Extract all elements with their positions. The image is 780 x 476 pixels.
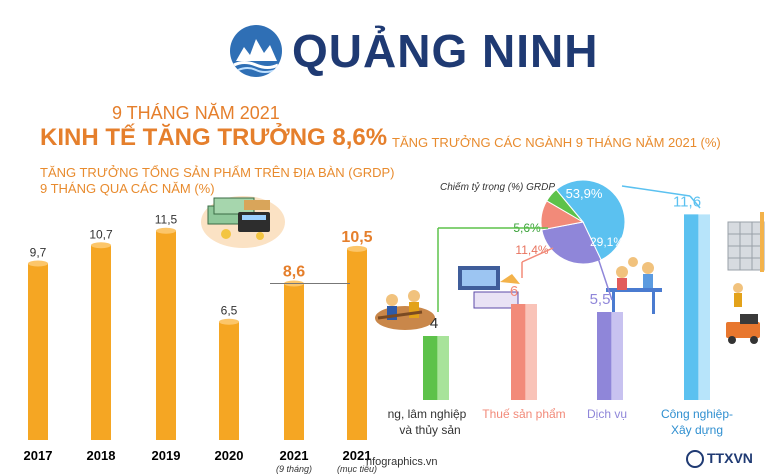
grdp-year-note: (9 tháng) xyxy=(276,464,312,474)
construction-icon xyxy=(726,212,765,344)
pie-slice xyxy=(541,221,602,265)
market-stall-icon xyxy=(458,266,520,309)
grdp-value-label: 9,7 xyxy=(30,245,47,259)
grdp-year-label: 2018 xyxy=(87,448,116,463)
grdp-bar xyxy=(284,283,304,440)
sector-value-label: 11,6 xyxy=(673,193,701,210)
sector-bar-shade xyxy=(423,336,438,400)
grdp-value-label: 10,7 xyxy=(89,227,113,241)
grdp-bar xyxy=(28,263,48,440)
grdp-title-line2: 9 THÁNG QUA CÁC NĂM (%) xyxy=(40,181,215,196)
grdp-bar-cap xyxy=(156,227,176,234)
sector-value-label: 6 xyxy=(510,283,518,300)
grdp-title-line1: TĂNG TRƯỞNG TỔNG SẢN PHẨM TRÊN ĐỊA BÀN (… xyxy=(40,165,395,180)
grdp-value-label: 11,5 xyxy=(155,213,178,227)
pie-value-label: 11,4% xyxy=(515,243,548,257)
grdp-bar-cap xyxy=(347,245,367,252)
grdp-bar-cap xyxy=(91,242,111,249)
grdp-bar xyxy=(219,321,239,440)
grdp-bar-cap xyxy=(219,318,239,325)
agency-label: TTXVN xyxy=(707,450,753,466)
grdp-value-label: 8,6 xyxy=(283,263,305,280)
sector-bar-shade xyxy=(597,312,612,400)
grdp-bar xyxy=(347,248,367,440)
grdp-bar xyxy=(156,230,176,440)
sector-category-label: và thủy sản xyxy=(399,423,460,437)
sector-bar-group: 11,6 xyxy=(673,193,710,400)
source-text: nfographics.vn xyxy=(366,456,438,468)
grdp-year-label: 2017 xyxy=(24,448,53,463)
grdp-year-note: (mục tiêu) xyxy=(337,464,377,474)
sector-bar-shade xyxy=(511,304,526,400)
sector-value-label: 4 xyxy=(430,315,438,332)
sector-title: TĂNG TRƯỞNG CÁC NGÀNH 9 THÁNG NĂM 2021 (… xyxy=(392,135,721,150)
sector-bar-group: 5,5 xyxy=(590,291,623,400)
mining-workers-icon xyxy=(375,290,435,330)
pie-value-label: 53,9% xyxy=(566,186,603,201)
sector-category-label: ng, lâm nghiệp xyxy=(388,407,467,421)
sector-value-label: 5,5 xyxy=(590,291,611,308)
sector-category-label: Xây dựng xyxy=(671,423,723,437)
grdp-bar-group: 11,5 2019 xyxy=(152,213,181,463)
pie-leader-line xyxy=(521,247,554,263)
grdp-year-label: 2021 xyxy=(343,448,372,463)
grdp-bar-group: 8,6 2021(9 tháng) xyxy=(276,263,312,474)
grdp-year-label: 2019 xyxy=(152,448,181,463)
headline: KINH TẾ TĂNG TRƯỞNG 8,6% xyxy=(40,124,388,151)
period-subtitle: 9 THÁNG NĂM 2021 xyxy=(112,103,280,123)
sector-category-label: Dịch vụ xyxy=(587,407,627,421)
grdp-bar-group: 6,5 2020 xyxy=(215,304,244,463)
brand-title: QUẢNG NINH xyxy=(292,25,599,77)
pie-value-label: 29,1% xyxy=(590,235,624,249)
grdp-bar-group: 10,5 2021(mục tiêu) xyxy=(337,229,377,474)
pie-slice xyxy=(555,179,626,261)
grdp-bar-cap xyxy=(28,260,48,267)
ttxvn-logo-icon: TTXVN xyxy=(686,450,753,469)
grdp-bar-group: 10,7 2018 xyxy=(87,227,116,463)
sector-bar-shade xyxy=(684,214,699,400)
money-calculator-icon xyxy=(201,196,285,248)
grdp-value-label: 6,5 xyxy=(221,304,238,318)
pie-title: Chiếm tỷ trọng (%) GRDP xyxy=(440,181,555,193)
grdp-bar xyxy=(91,245,111,440)
sector-bar-group: 4 xyxy=(423,315,449,400)
pie-leader-line xyxy=(689,195,701,209)
grdp-value-label: 10,5 xyxy=(341,229,372,246)
grdp-year-label: 2020 xyxy=(215,448,244,463)
grdp-bar-group: 9,7 2017 xyxy=(24,245,53,463)
pie-leader-line xyxy=(621,185,691,197)
sector-bar-group: 6 xyxy=(510,283,537,400)
pie-slice xyxy=(546,188,584,223)
quang-ninh-logo-icon xyxy=(230,25,282,77)
sector-category-label: Công nghiệp- xyxy=(661,407,733,421)
sector-category-label: Thuế sản phẩm xyxy=(482,407,565,421)
restaurant-icon xyxy=(606,257,662,314)
grdp-year-label: 2021 xyxy=(280,448,309,463)
pie-leader-line xyxy=(597,257,613,301)
